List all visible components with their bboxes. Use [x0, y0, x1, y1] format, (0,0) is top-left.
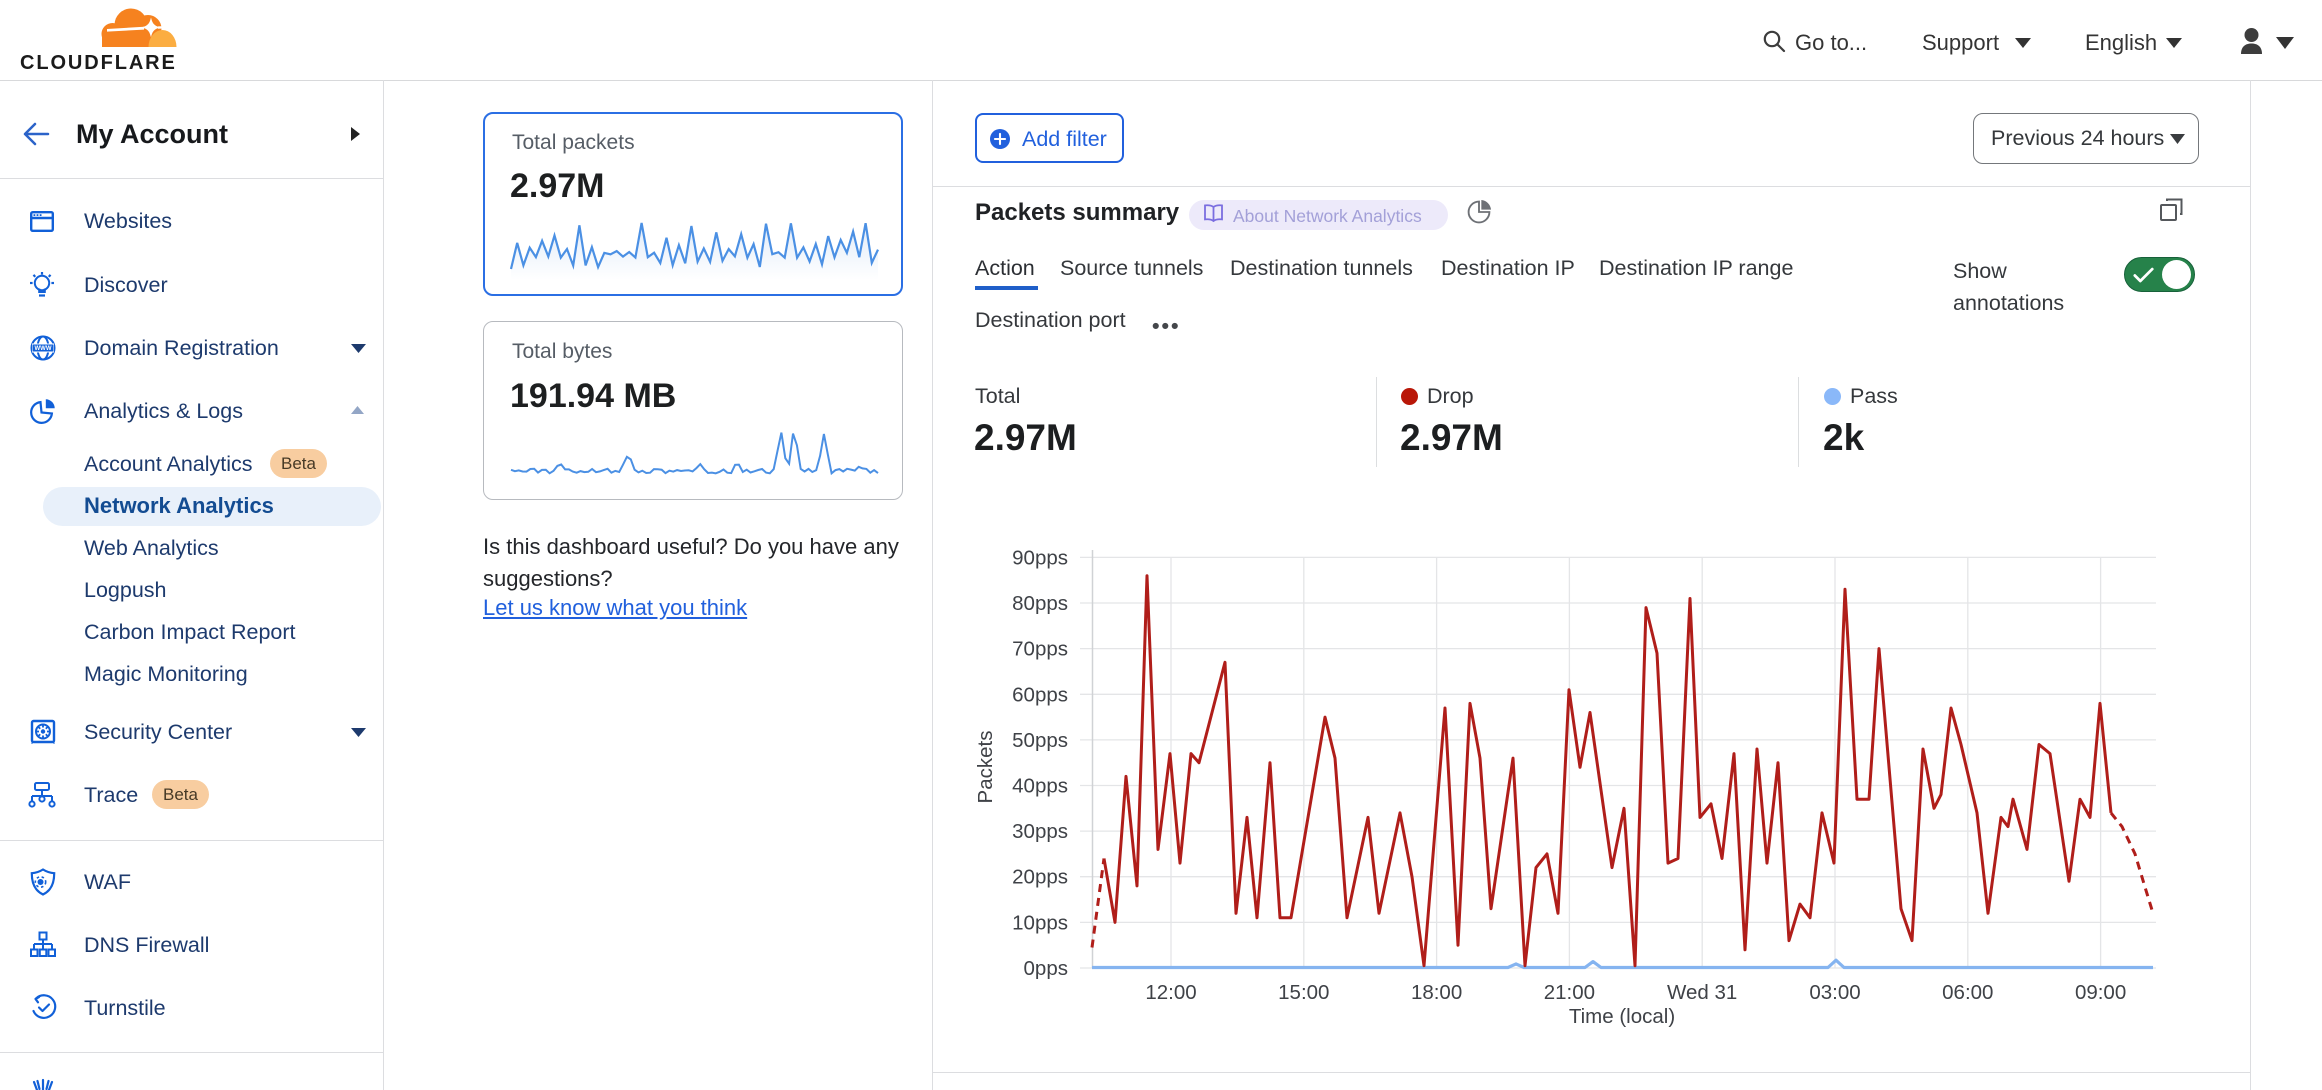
svg-text:Wed 31: Wed 31: [1667, 981, 1737, 1004]
svg-text:40pps: 40pps: [1012, 775, 1068, 798]
svg-text:90pps: 90pps: [1012, 546, 1068, 569]
svg-text:Time (local): Time (local): [1569, 1005, 1675, 1028]
svg-text:12:00: 12:00: [1145, 981, 1196, 1004]
svg-text:10pps: 10pps: [1012, 911, 1068, 934]
svg-text:18:00: 18:00: [1411, 981, 1462, 1004]
svg-text:0pps: 0pps: [1024, 957, 1068, 980]
svg-text:03:00: 03:00: [1809, 981, 1860, 1004]
svg-text:21:00: 21:00: [1544, 981, 1595, 1004]
svg-text:Packets: Packets: [974, 731, 997, 804]
svg-text:09:00: 09:00: [2075, 981, 2126, 1004]
svg-text:50pps: 50pps: [1012, 729, 1068, 752]
svg-text:80pps: 80pps: [1012, 592, 1068, 615]
svg-text:70pps: 70pps: [1012, 638, 1068, 661]
svg-text:WWW: WWW: [35, 346, 52, 352]
svg-text:60pps: 60pps: [1012, 683, 1068, 706]
svg-text:15:00: 15:00: [1278, 981, 1329, 1004]
svg-text:20pps: 20pps: [1012, 866, 1068, 889]
svg-text:30pps: 30pps: [1012, 820, 1068, 843]
svg-text:06:00: 06:00: [1942, 981, 1993, 1004]
